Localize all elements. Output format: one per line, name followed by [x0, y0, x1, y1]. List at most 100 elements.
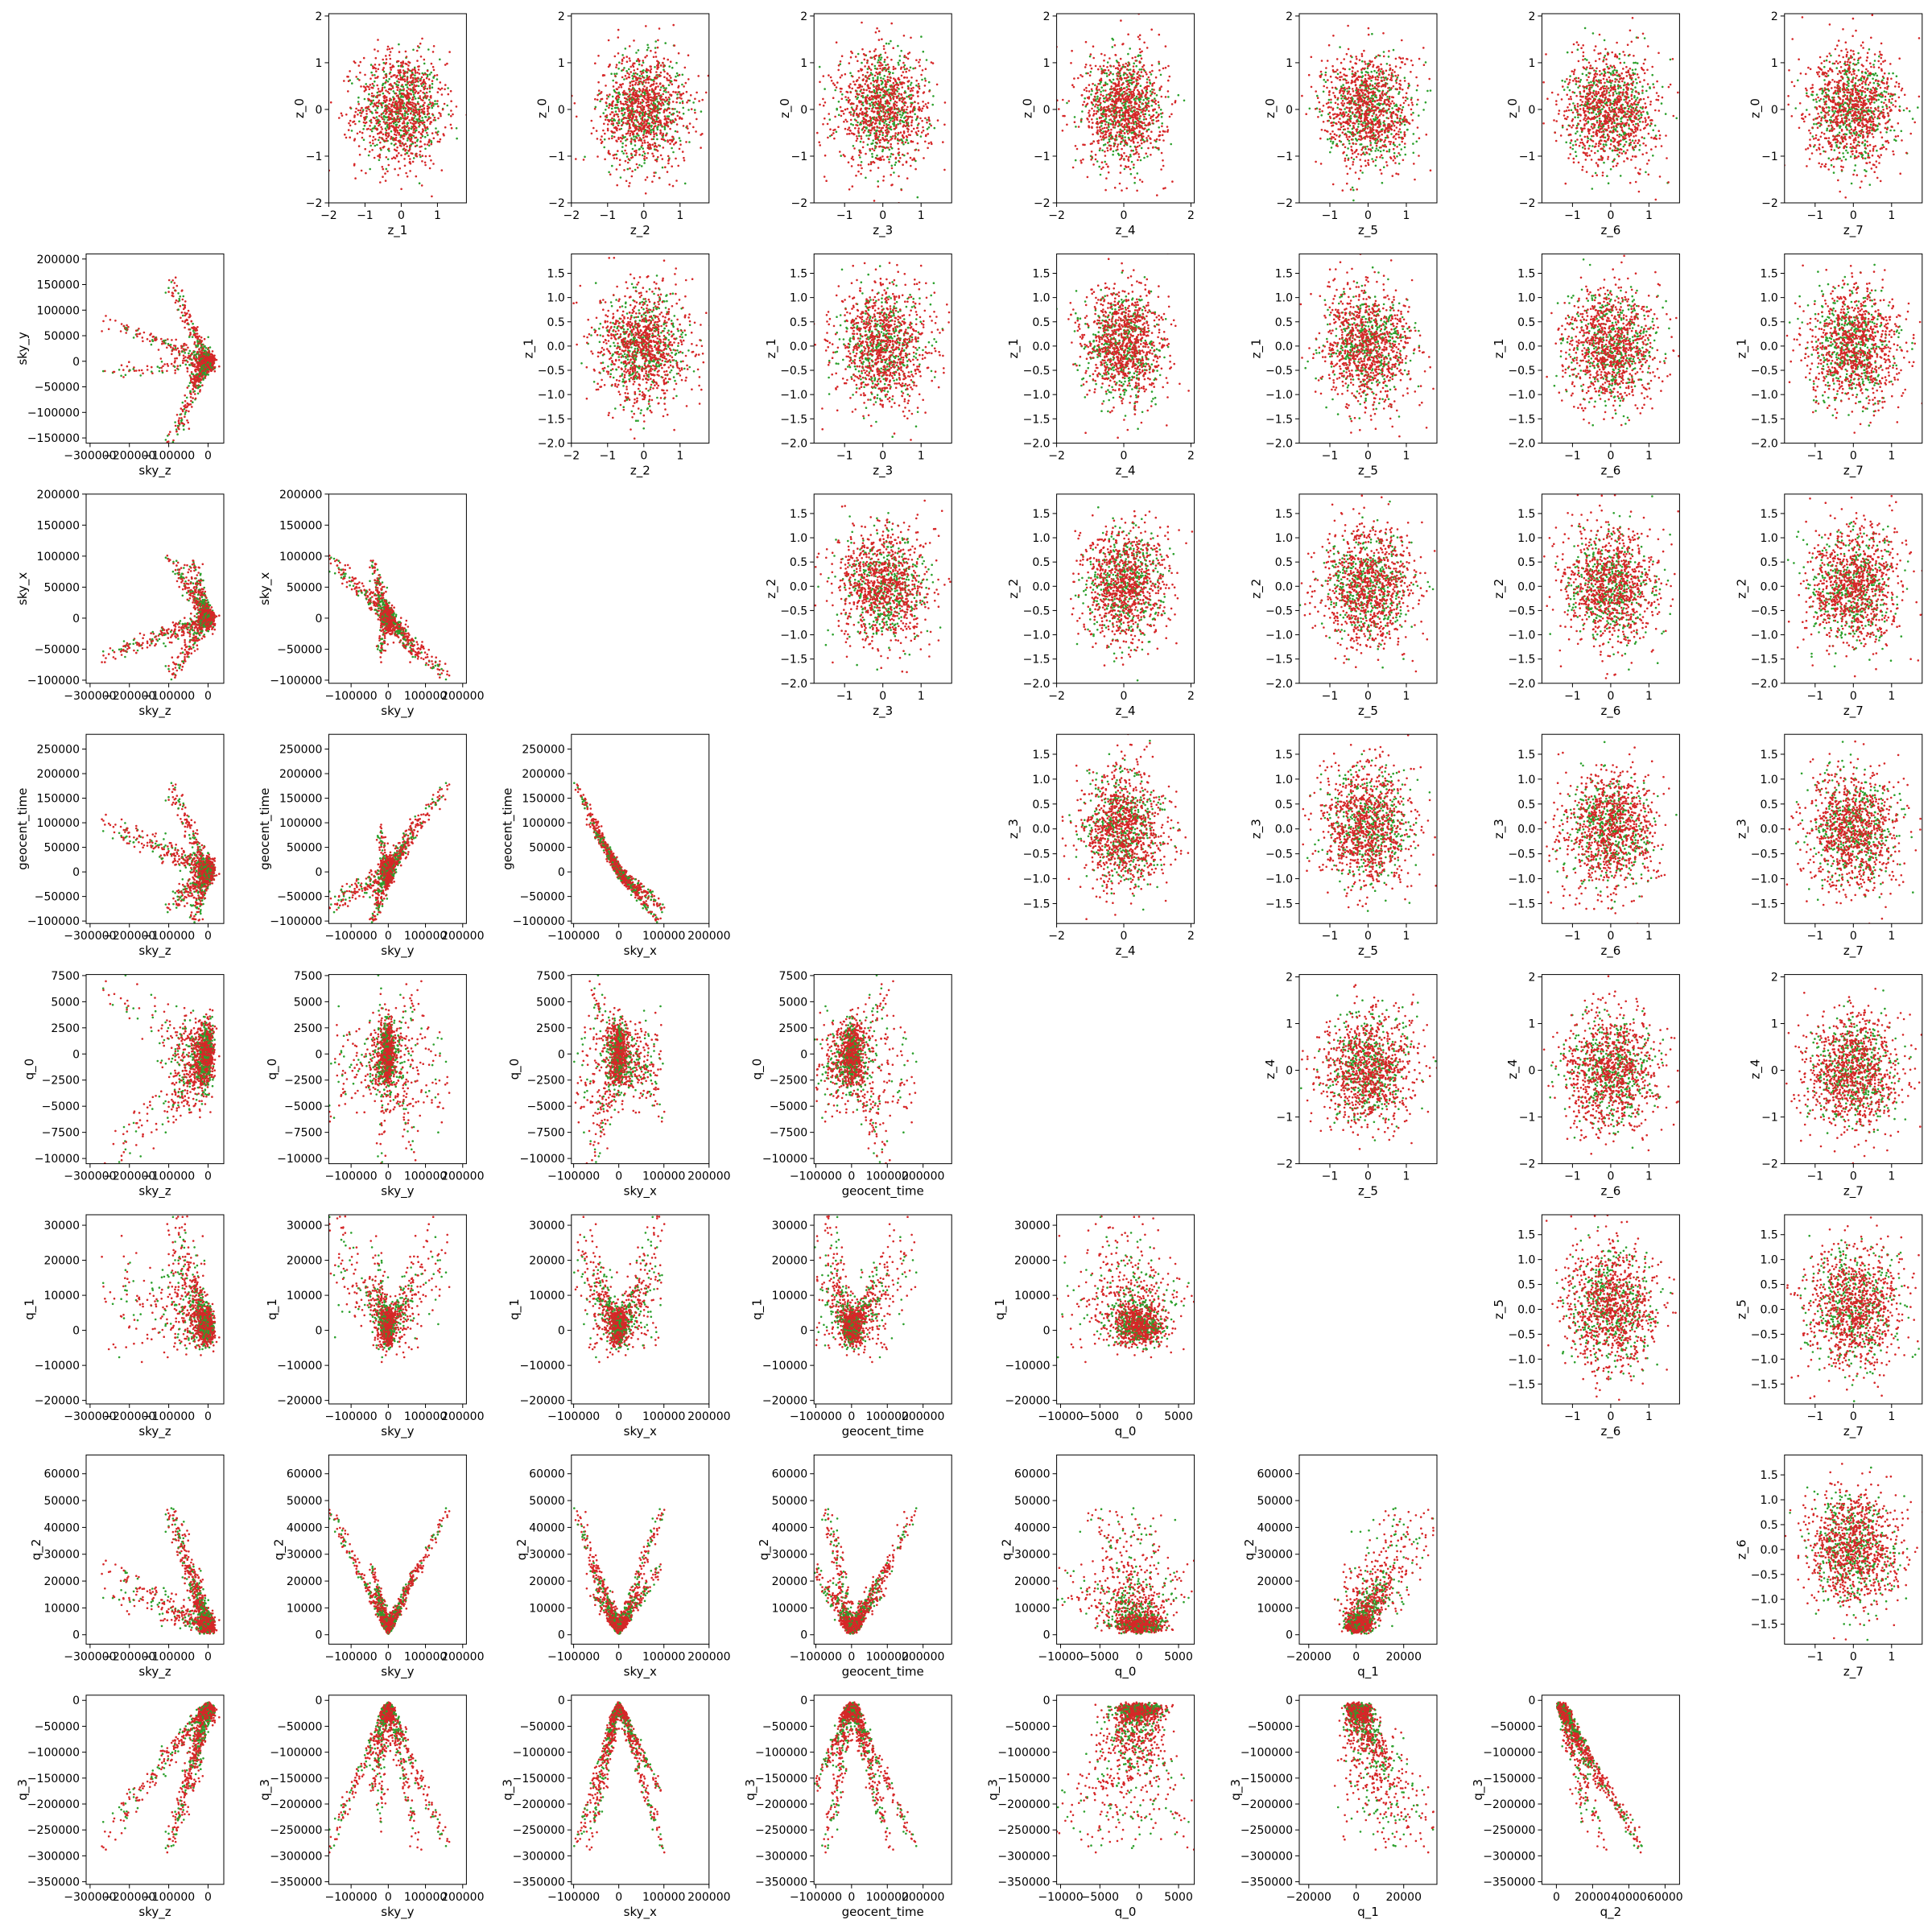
scatter-point	[655, 149, 658, 151]
scatter-point	[658, 61, 660, 64]
scatter-point	[404, 128, 407, 130]
scatter-point	[432, 66, 435, 68]
scatter-point	[1131, 161, 1133, 163]
scatter-point	[879, 72, 881, 74]
scatter-point	[1139, 101, 1141, 104]
scatter-point	[376, 116, 378, 118]
scatter-point	[1099, 65, 1101, 68]
scatter-point	[890, 92, 893, 94]
scatter-point	[875, 122, 877, 125]
scatter-point	[858, 127, 861, 130]
scatter-point	[878, 126, 881, 129]
scatter-point	[870, 163, 873, 166]
scatter-point	[1108, 79, 1111, 81]
scatter-point	[1139, 78, 1141, 80]
scatter-point	[424, 164, 427, 167]
scatter-point	[658, 177, 661, 180]
scatter-point	[407, 69, 410, 72]
scatter-point	[414, 126, 416, 128]
y-tick-label: 0	[558, 104, 565, 117]
scatter-point	[888, 159, 890, 161]
scatter-point	[1121, 109, 1123, 112]
scatter-point	[634, 126, 637, 129]
scatter-point	[811, 72, 814, 75]
scatter-point	[675, 91, 677, 93]
scatter-point	[885, 130, 887, 132]
scatter-point	[1114, 93, 1117, 95]
scatter-point	[605, 115, 607, 118]
scatter-point	[654, 47, 657, 49]
scatter-point	[1145, 152, 1147, 155]
y-tick-label: 1	[558, 57, 565, 70]
scatter-point	[393, 74, 395, 76]
scatter-point	[629, 76, 631, 79]
scatter-point	[1167, 96, 1170, 98]
scatter-point	[822, 98, 824, 101]
scatter-point	[869, 103, 871, 105]
scatter-point	[647, 93, 650, 95]
scatter-point	[382, 116, 385, 118]
scatter-point	[883, 159, 886, 161]
scatter-point	[412, 105, 415, 108]
scatter-point	[437, 9, 440, 11]
scatter-point	[876, 81, 878, 84]
scatter-point	[918, 149, 920, 151]
scatter-point	[846, 121, 848, 123]
scatter-point	[901, 189, 903, 192]
scatter-point	[405, 172, 407, 175]
scatter-point	[378, 88, 380, 90]
scatter-point	[1137, 55, 1139, 57]
scatter-point	[659, 130, 662, 132]
scatter-point	[1105, 118, 1108, 120]
scatter-point	[682, 107, 684, 109]
scatter-point	[613, 85, 615, 88]
scatter-point	[385, 180, 387, 182]
scatter-point	[414, 137, 416, 139]
scatter-point	[1121, 155, 1124, 158]
scatter-point	[395, 150, 398, 152]
scatter-point	[641, 165, 643, 167]
scatter-point	[628, 88, 630, 90]
scatter-point	[877, 68, 879, 70]
scatter-point	[840, 110, 843, 113]
scatter-point	[431, 143, 433, 146]
scatter-point	[621, 146, 624, 148]
scatter-point	[415, 70, 417, 72]
scatter-point	[617, 68, 620, 70]
scatter-point	[382, 175, 384, 178]
scatter-point	[642, 88, 645, 90]
scatter-point	[390, 113, 393, 115]
scatter-point	[374, 80, 376, 83]
scatter-point	[1119, 183, 1121, 185]
scatter-point	[1138, 105, 1141, 108]
scatter-point	[347, 90, 349, 93]
scatter-point	[379, 181, 382, 184]
scatter-point	[880, 139, 882, 142]
scatter-point	[658, 66, 660, 68]
scatter-point	[858, 76, 861, 79]
scatter-point	[404, 80, 407, 83]
scatter-point	[431, 121, 433, 123]
scatter-point	[624, 150, 626, 152]
scatter-point	[634, 140, 637, 142]
scatter-point	[902, 86, 904, 89]
scatter-point	[899, 114, 902, 116]
scatter-point	[857, 53, 860, 56]
scatter-point	[838, 114, 840, 117]
scatter-point	[394, 107, 397, 109]
scatter-point	[402, 120, 405, 122]
scatter-point	[368, 93, 370, 96]
scatter-point	[679, 137, 681, 139]
scatter-point	[671, 147, 673, 150]
scatter-point	[683, 113, 685, 115]
scatter-point	[656, 138, 658, 141]
scatter-point	[369, 110, 372, 113]
scatter-point	[666, 109, 668, 112]
scatter-point	[1136, 125, 1138, 127]
scatter-point	[675, 76, 677, 78]
scatter-point	[1154, 139, 1156, 142]
scatter-point	[1120, 171, 1122, 174]
scatter-point	[824, 175, 826, 178]
scatter-point	[658, 94, 660, 97]
scatter-point	[656, 64, 658, 67]
